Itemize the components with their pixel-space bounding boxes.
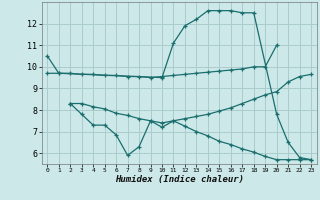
X-axis label: Humidex (Indice chaleur): Humidex (Indice chaleur)	[115, 175, 244, 184]
